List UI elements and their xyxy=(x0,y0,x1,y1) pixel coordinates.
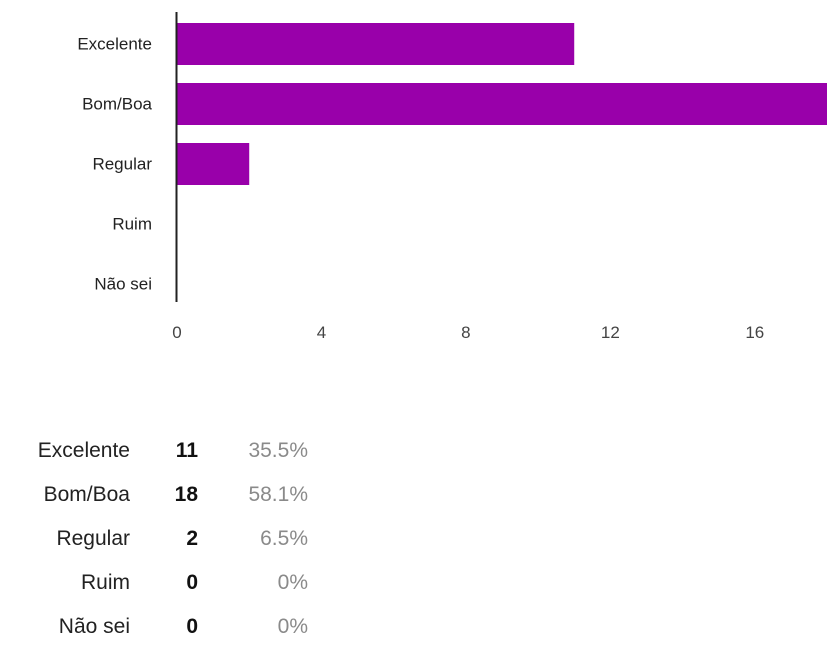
summary-label: Regular xyxy=(56,526,130,550)
summary-count: 0 xyxy=(186,570,198,594)
summary-label: Excelente xyxy=(37,438,130,462)
category-labels: Excelente Bom/Boa Regular Ruim Não sei xyxy=(77,35,152,294)
summary-row-nao-sei: Não sei 0 0% xyxy=(0,604,308,648)
summary-percent: 0% xyxy=(277,570,308,594)
bars-group xyxy=(177,23,827,185)
summary-table: Excelente 11 35.5% Bom/Boa 18 58.1% Regu… xyxy=(0,428,308,648)
x-tick-label: 0 xyxy=(172,323,181,342)
summary-count: 11 xyxy=(175,438,198,462)
bar xyxy=(177,83,827,125)
category-label: Excelente xyxy=(77,35,152,54)
summary-label: Bom/Boa xyxy=(43,482,130,506)
summary-percent: 0% xyxy=(277,614,308,638)
category-label: Regular xyxy=(92,155,152,174)
summary-count: 2 xyxy=(186,526,198,550)
x-tick-label: 16 xyxy=(745,323,764,342)
category-label: Bom/Boa xyxy=(82,95,152,114)
summary-label: Ruim xyxy=(80,570,130,594)
summary-percent: 35.5% xyxy=(248,438,308,462)
summary-row-ruim: Ruim 0 0% xyxy=(0,560,308,604)
x-tick-label: 4 xyxy=(317,323,326,342)
summary-percent: 6.5% xyxy=(260,526,308,550)
x-tick-label: 12 xyxy=(601,323,620,342)
summary-count: 0 xyxy=(186,614,198,638)
x-tick-label: 8 xyxy=(461,323,470,342)
x-tick-labels: 0 4 8 12 16 xyxy=(172,323,764,342)
bar xyxy=(177,23,575,65)
summary-count: 18 xyxy=(174,482,198,506)
bar xyxy=(177,143,250,185)
bar-chart: Excelente Bom/Boa Regular Ruim Não sei 0 4 8 12… xyxy=(77,12,827,342)
summary-row-excelente: Excelente 11 35.5% xyxy=(0,428,308,472)
summary-row-regular: Regular 2 6.5% xyxy=(0,516,308,560)
category-label: Ruim xyxy=(112,215,152,234)
summary-percent: 58.1% xyxy=(248,482,308,506)
summary-label: Não sei xyxy=(58,614,130,638)
category-label: Não sei xyxy=(94,275,152,294)
summary-row-bom-boa: Bom/Boa 18 58.1% xyxy=(0,472,308,516)
